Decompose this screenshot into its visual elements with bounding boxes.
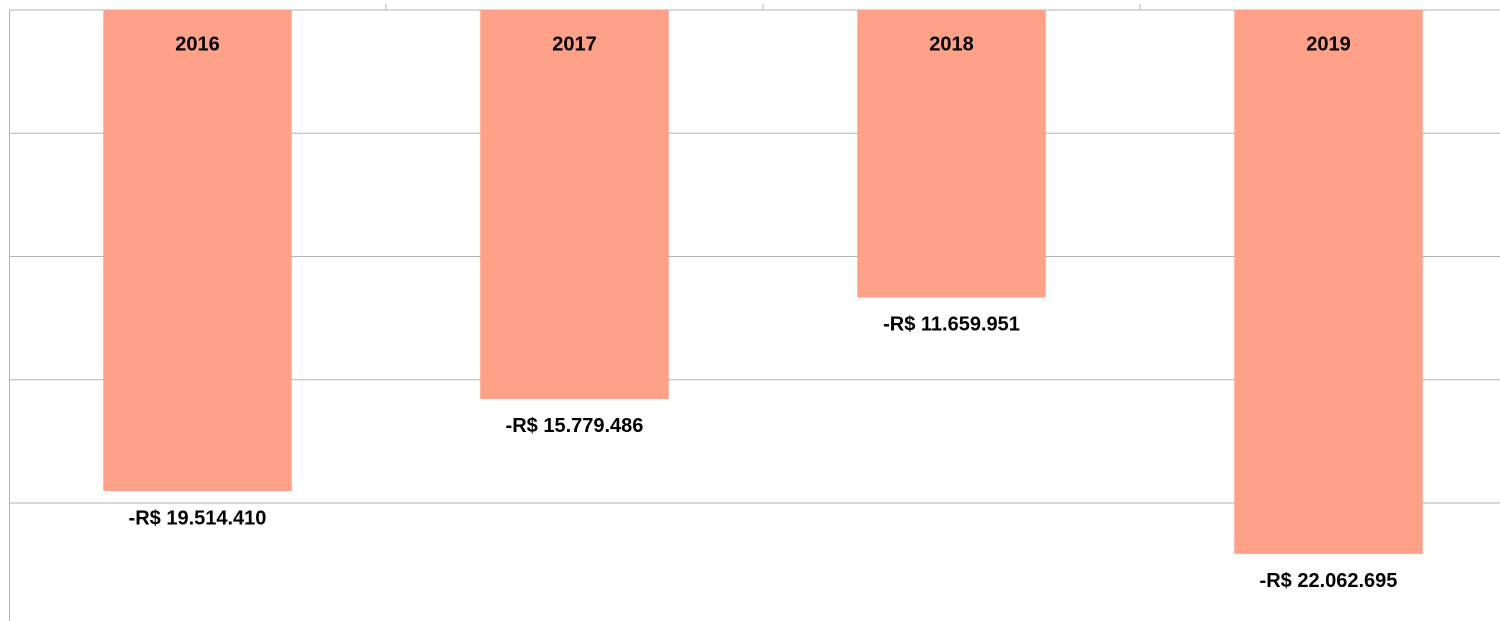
data-label: -R$ 15.779.486 [506,415,644,437]
data-label: -R$ 11.659.951 [883,314,1020,336]
bar [857,10,1046,298]
bar [480,10,669,399]
data-label: -R$ 19.514.410 [129,507,267,529]
x-tick-label: 2016 [175,33,220,55]
data-label: -R$ 22.062.695 [1260,570,1398,592]
bar [103,10,292,492]
bar [1234,10,1423,554]
x-tick-label: 2017 [552,33,597,55]
x-tick-label: 2019 [1306,33,1351,55]
x-tick-label: 2018 [929,33,974,55]
